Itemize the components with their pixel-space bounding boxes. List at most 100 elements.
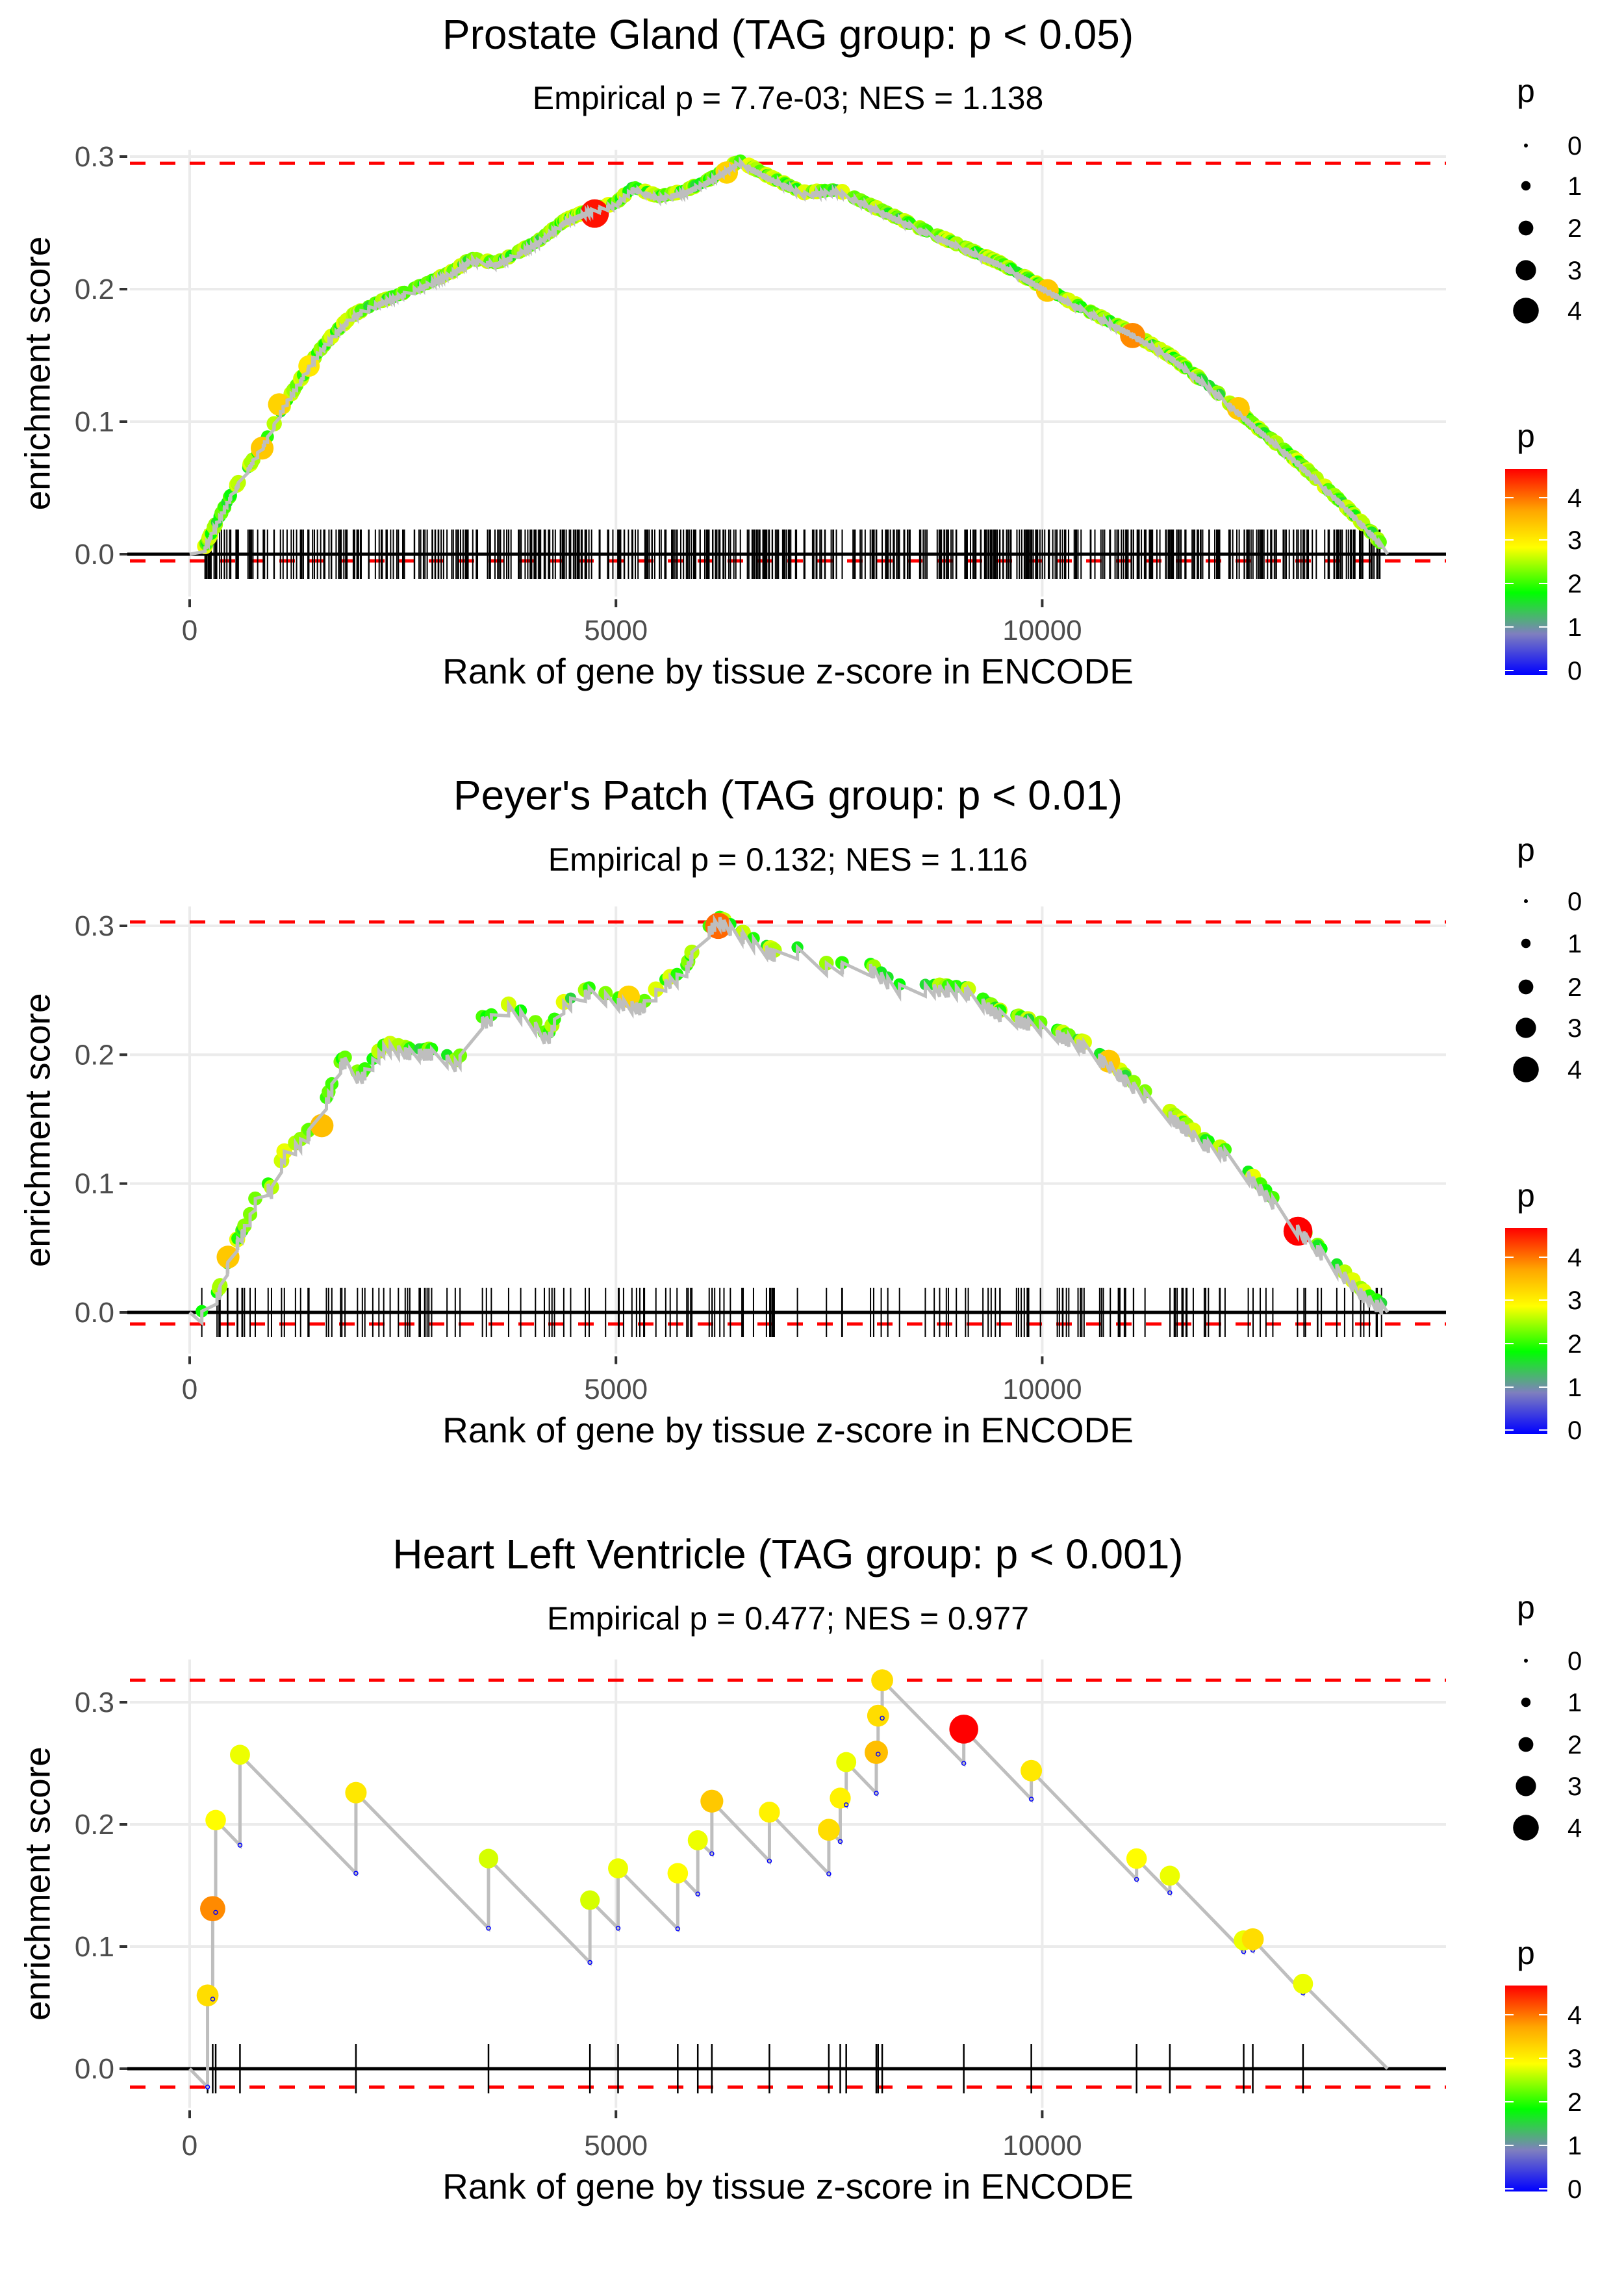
hit-point [200, 1896, 225, 1922]
colorbar-label: 0 [1567, 657, 1582, 685]
panel-heart-left-ventricle: Heart Left Ventricle (TAG group: p < 0.0… [18, 1531, 1582, 2206]
colorbar-label: 2 [1567, 570, 1582, 598]
hit-point [608, 1858, 628, 1879]
colorbar-label: 0 [1567, 2175, 1582, 2204]
colorbar [1505, 1228, 1547, 1434]
size-legend-label: 0 [1567, 1647, 1582, 1676]
y-tick-label: 0.2 [75, 274, 114, 305]
hit-point [1160, 1865, 1180, 1886]
x-axis-title: Rank of gene by tissue z-score in ENCODE [442, 651, 1134, 691]
size-legend-dot [1516, 1017, 1536, 1038]
rug [207, 2044, 1304, 2093]
hit-point [478, 1848, 499, 1869]
hit-point [196, 1984, 219, 2007]
colorbar-label: 1 [1567, 1373, 1582, 1402]
y-tick-label: 0.3 [75, 1687, 114, 1718]
size-legend-dot [1513, 1056, 1539, 1082]
highlight-point [1226, 397, 1250, 420]
size-legend-dot [1524, 1659, 1528, 1663]
hit-point [345, 1782, 367, 1804]
legend: p 0 1 2 3 4 p 4 3 2 1 0 [1505, 832, 1582, 1445]
panel-peyers-patch: Peyer's Patch (TAG group: p < 0.01) Empi… [18, 772, 1582, 1450]
curve-low-point [837, 1839, 843, 1845]
size-legend-dot [1518, 1737, 1534, 1752]
curve-low-point [205, 2084, 210, 2089]
hit-point [1293, 1973, 1313, 1994]
y-axis-title: enrichment score [18, 993, 58, 1267]
colorbar-label: 3 [1567, 2045, 1582, 2073]
curve-low-point [1028, 1796, 1034, 1802]
size-legend-label: 3 [1567, 1772, 1582, 1801]
size-legend-dot [1524, 144, 1528, 147]
panel-prostate-gland: Prostate Gland (TAG group: p < 0.05) Emp… [18, 11, 1582, 691]
colorbar [1505, 469, 1547, 675]
y-tick-label: 0.2 [75, 1039, 114, 1071]
curve-low-point [1134, 1876, 1139, 1882]
y-tick-label: 0.2 [75, 1809, 114, 1841]
hit-point [229, 1744, 250, 1765]
colorbar-label: 1 [1567, 613, 1582, 642]
plot-area: 0 5000 10000 0.0 0.1 0.2 0.3 [75, 906, 1446, 1405]
curve-low-point [826, 1871, 831, 1876]
hit-point [871, 1669, 893, 1692]
hit-point [836, 1752, 857, 1772]
hit-point [818, 1819, 840, 1841]
colorbar-label: 4 [1567, 484, 1582, 513]
curve-low-point [843, 1802, 849, 1808]
legend: p 0 1 2 3 4 p 4 3 2 1 0 [1505, 73, 1582, 685]
size-legend-title: p [1517, 1589, 1535, 1626]
curve-low-point [695, 1891, 700, 1897]
x-tick-label: 5000 [584, 2130, 648, 2162]
curve-low-point [353, 1871, 359, 1876]
curve-low-point [767, 1858, 772, 1864]
curve-low-point [486, 1926, 491, 1931]
curve-low-point [1167, 1890, 1173, 1896]
curve-low-point [961, 1761, 967, 1766]
chart-subtitle: Empirical p = 7.7e-03; NES = 1.138 [533, 80, 1044, 116]
colorbar-label: 3 [1567, 1286, 1582, 1315]
x-tick-label: 10000 [1002, 615, 1082, 646]
colorbar [1505, 1986, 1547, 2191]
size-legend-dot [1524, 899, 1528, 903]
highlight-point [268, 393, 291, 416]
hit-point [667, 1863, 689, 1884]
colorbar-label: 4 [1567, 2001, 1582, 2030]
curve-low-point [675, 1926, 681, 1932]
y-tick-label: 0.0 [75, 1297, 114, 1329]
curve-low-point [587, 1960, 592, 1965]
color-legend-title: p [1517, 1935, 1535, 1971]
hit-point [867, 1704, 889, 1727]
size-legend-label: 3 [1567, 257, 1582, 285]
chart-title: Prostate Gland (TAG group: p < 0.05) [442, 11, 1134, 58]
x-tick-label: 0 [182, 615, 197, 646]
size-legend-title: p [1517, 73, 1535, 109]
curve-low-point [876, 1752, 881, 1757]
size-legend-label: 2 [1567, 973, 1582, 1002]
highlight-point [216, 1246, 240, 1269]
hit-point [205, 1809, 226, 1831]
size-legend-dot [1516, 1776, 1536, 1796]
size-legend-label: 4 [1567, 297, 1582, 326]
size-legend-label: 2 [1567, 214, 1582, 243]
es-curve [189, 156, 1389, 556]
chart-subtitle: Empirical p = 0.132; NES = 1.116 [548, 841, 1028, 878]
x-tick-label: 0 [182, 2130, 197, 2162]
plot-area: 0 5000 10000 0.0 0.1 0.2 0.3 [75, 141, 1446, 646]
legend: p 0 1 2 3 4 p 4 3 2 1 0 [1505, 1589, 1582, 2204]
x-tick-label: 0 [182, 1373, 197, 1405]
chart-title: Peyer's Patch (TAG group: p < 0.01) [453, 772, 1123, 819]
colorbar-label: 1 [1567, 2132, 1582, 2160]
size-legend-label: 0 [1567, 132, 1582, 160]
size-legend-dot [1518, 979, 1534, 995]
size-legend-dot [1518, 220, 1534, 236]
size-legend-dot [1516, 260, 1536, 281]
colorbar-label: 3 [1567, 526, 1582, 555]
hit-point [865, 1741, 888, 1765]
y-axis-title: enrichment score [18, 236, 58, 511]
y-tick-label: 0.0 [75, 2053, 114, 2085]
curve-low-point [874, 1791, 879, 1796]
colorbar-label: 2 [1567, 1330, 1582, 1359]
size-legend-dot [1513, 298, 1539, 324]
colorbar-label: 4 [1567, 1244, 1582, 1272]
